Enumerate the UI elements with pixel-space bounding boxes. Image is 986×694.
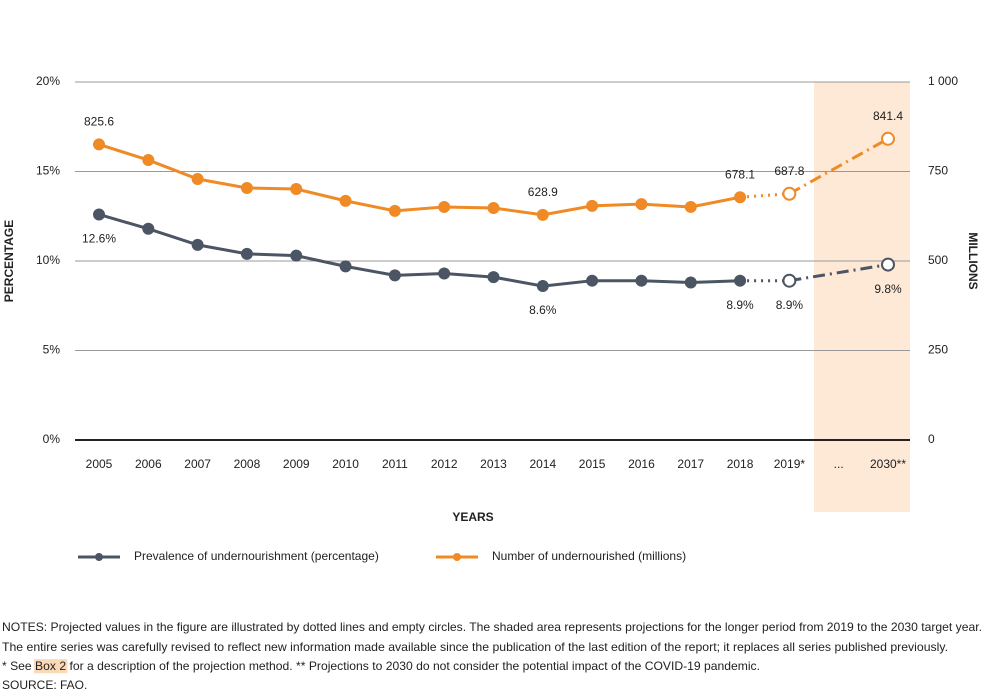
point bbox=[438, 267, 451, 280]
point bbox=[339, 260, 352, 273]
x-tick-label: 2030** bbox=[870, 457, 906, 471]
point bbox=[93, 208, 105, 221]
legend-marker bbox=[453, 553, 461, 561]
point bbox=[388, 269, 401, 282]
x-tick-label: 2018 bbox=[727, 457, 754, 471]
y-axis-title: PERCENTAGE bbox=[2, 220, 16, 302]
point bbox=[93, 138, 105, 151]
point bbox=[734, 274, 747, 287]
projection-dotted bbox=[739, 192, 790, 199]
series-line bbox=[98, 213, 741, 288]
note: * See Box 2 for a description of the pro… bbox=[2, 659, 760, 673]
y-tick-label: 10% bbox=[36, 253, 60, 267]
value-label: 8.6% bbox=[529, 303, 557, 317]
legend-marker bbox=[95, 553, 103, 561]
x-axis-title: YEARS bbox=[452, 510, 493, 524]
point bbox=[191, 238, 204, 251]
x-tick-label: 2010 bbox=[332, 457, 359, 471]
x-tick-label: 2005 bbox=[86, 457, 113, 471]
value-label: 687.8 bbox=[774, 164, 804, 178]
point bbox=[536, 208, 549, 221]
point bbox=[635, 198, 648, 211]
series-line bbox=[98, 143, 741, 217]
x-tick-label: 2007 bbox=[184, 457, 211, 471]
note: SOURCE: FAO. bbox=[2, 678, 87, 692]
x-tick-label: 2016 bbox=[628, 457, 655, 471]
point bbox=[684, 276, 697, 289]
value-label: 9.8% bbox=[874, 282, 902, 296]
projection-dashdot bbox=[789, 263, 889, 283]
y2-tick-label: 750 bbox=[928, 164, 948, 178]
point bbox=[142, 154, 155, 167]
note: The entire series was carefully revised … bbox=[2, 640, 948, 654]
point bbox=[782, 186, 797, 201]
point bbox=[734, 191, 747, 204]
x-tick-label: 2019* bbox=[774, 457, 806, 471]
point bbox=[586, 274, 599, 287]
x-tick-label: 2013 bbox=[480, 457, 507, 471]
point bbox=[684, 200, 697, 213]
note: NOTES: Projected values in the figure ar… bbox=[2, 620, 982, 634]
point bbox=[240, 247, 253, 260]
point bbox=[881, 257, 895, 272]
value-label: 8.9% bbox=[776, 298, 804, 312]
point bbox=[438, 200, 451, 213]
point bbox=[782, 273, 797, 288]
value-label: 841.4 bbox=[873, 109, 903, 123]
value-label: 678.1 bbox=[725, 167, 755, 181]
point bbox=[290, 249, 303, 262]
value-label: 628.9 bbox=[528, 185, 558, 199]
point bbox=[240, 181, 253, 194]
note-text: * See bbox=[2, 659, 35, 673]
point bbox=[487, 202, 500, 215]
y2-tick-label: 250 bbox=[928, 343, 948, 357]
box-link[interactable]: Box 2 bbox=[35, 659, 66, 673]
value-label: 825.6 bbox=[84, 115, 114, 129]
x-tick-label: ... bbox=[834, 457, 844, 471]
y-tick-label: 15% bbox=[36, 164, 60, 178]
x-tick-label: 2017 bbox=[677, 457, 704, 471]
point bbox=[536, 280, 549, 293]
point bbox=[339, 194, 352, 207]
x-tick-label: 2011 bbox=[382, 457, 408, 471]
point bbox=[586, 199, 599, 212]
x-tick-label: 2012 bbox=[431, 457, 458, 471]
y2-axis-title: MILLIONS bbox=[966, 232, 980, 289]
x-tick-label: 2006 bbox=[135, 457, 162, 471]
y2-tick-label: 500 bbox=[928, 253, 948, 267]
highlight bbox=[34, 659, 68, 674]
projection-shade bbox=[814, 82, 910, 512]
point bbox=[881, 131, 895, 146]
x-tick-label: 2008 bbox=[234, 457, 261, 471]
point bbox=[487, 271, 500, 284]
y-tick-label: 5% bbox=[43, 343, 61, 357]
legend-label: Number of undernourished (millions) bbox=[492, 549, 686, 563]
y-tick-label: 20% bbox=[36, 74, 60, 88]
x-tick-label: 2009 bbox=[283, 457, 310, 471]
y2-tick-label: 0 bbox=[928, 432, 935, 446]
x-tick-label: 2015 bbox=[579, 457, 606, 471]
x-tick-label: 2014 bbox=[529, 457, 556, 471]
y2-tick-label: 1 000 bbox=[928, 74, 958, 88]
point bbox=[191, 173, 204, 186]
value-label: 8.9% bbox=[726, 298, 754, 312]
value-label: 12.6% bbox=[82, 232, 116, 246]
y-tick-label: 0% bbox=[43, 432, 61, 446]
point bbox=[635, 274, 648, 287]
note-text: for a description of the projection meth… bbox=[66, 659, 760, 673]
legend-label: Prevalence of undernourishment (percenta… bbox=[134, 549, 379, 563]
point bbox=[290, 183, 303, 196]
point bbox=[388, 204, 401, 217]
projection-dashdot bbox=[788, 137, 889, 196]
point bbox=[142, 222, 155, 235]
